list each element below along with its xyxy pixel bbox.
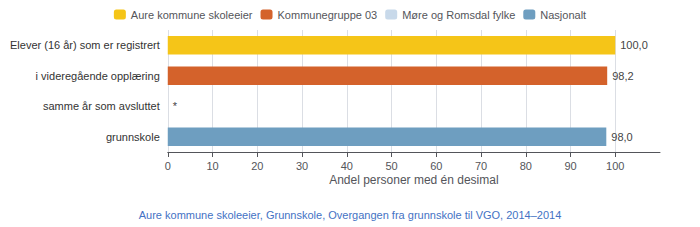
- svg-text:10: 10: [206, 160, 218, 172]
- svg-text:60: 60: [430, 160, 442, 172]
- svg-text:*: *: [173, 100, 178, 112]
- svg-text:70: 70: [475, 160, 487, 172]
- svg-text:Møre og Romsdal fylke: Møre og Romsdal fylke: [402, 9, 515, 21]
- svg-text:Kommunegruppe 03: Kommunegruppe 03: [278, 9, 378, 21]
- svg-text:samme år som avsluttet: samme år som avsluttet: [43, 100, 160, 112]
- svg-text:Andel personer med én desimal: Andel personer med én desimal: [329, 173, 498, 187]
- svg-text:20: 20: [251, 160, 263, 172]
- svg-text:100: 100: [606, 160, 624, 172]
- svg-text:Elever (16 år) som er registre: Elever (16 år) som er registrert: [10, 39, 160, 51]
- svg-text:80: 80: [520, 160, 532, 172]
- svg-text:i videregående opplæring: i videregående opplæring: [36, 70, 160, 82]
- svg-text:40: 40: [341, 160, 353, 172]
- svg-text:0: 0: [165, 160, 171, 172]
- svg-text:Aure kommune skoleeier, Grunns: Aure kommune skoleeier, Grunnskole, Over…: [139, 209, 562, 221]
- svg-text:grunnskole: grunnskole: [106, 131, 160, 143]
- svg-text:30: 30: [296, 160, 308, 172]
- svg-text:100,0: 100,0: [620, 39, 648, 51]
- svg-text:Nasjonalt: Nasjonalt: [540, 9, 586, 21]
- svg-text:90: 90: [564, 160, 576, 172]
- svg-text:50: 50: [385, 160, 397, 172]
- svg-text:98,2: 98,2: [612, 70, 633, 82]
- svg-text:98,0: 98,0: [611, 131, 632, 143]
- svg-text:Aure kommune skoleeier: Aure kommune skoleeier: [131, 9, 253, 21]
